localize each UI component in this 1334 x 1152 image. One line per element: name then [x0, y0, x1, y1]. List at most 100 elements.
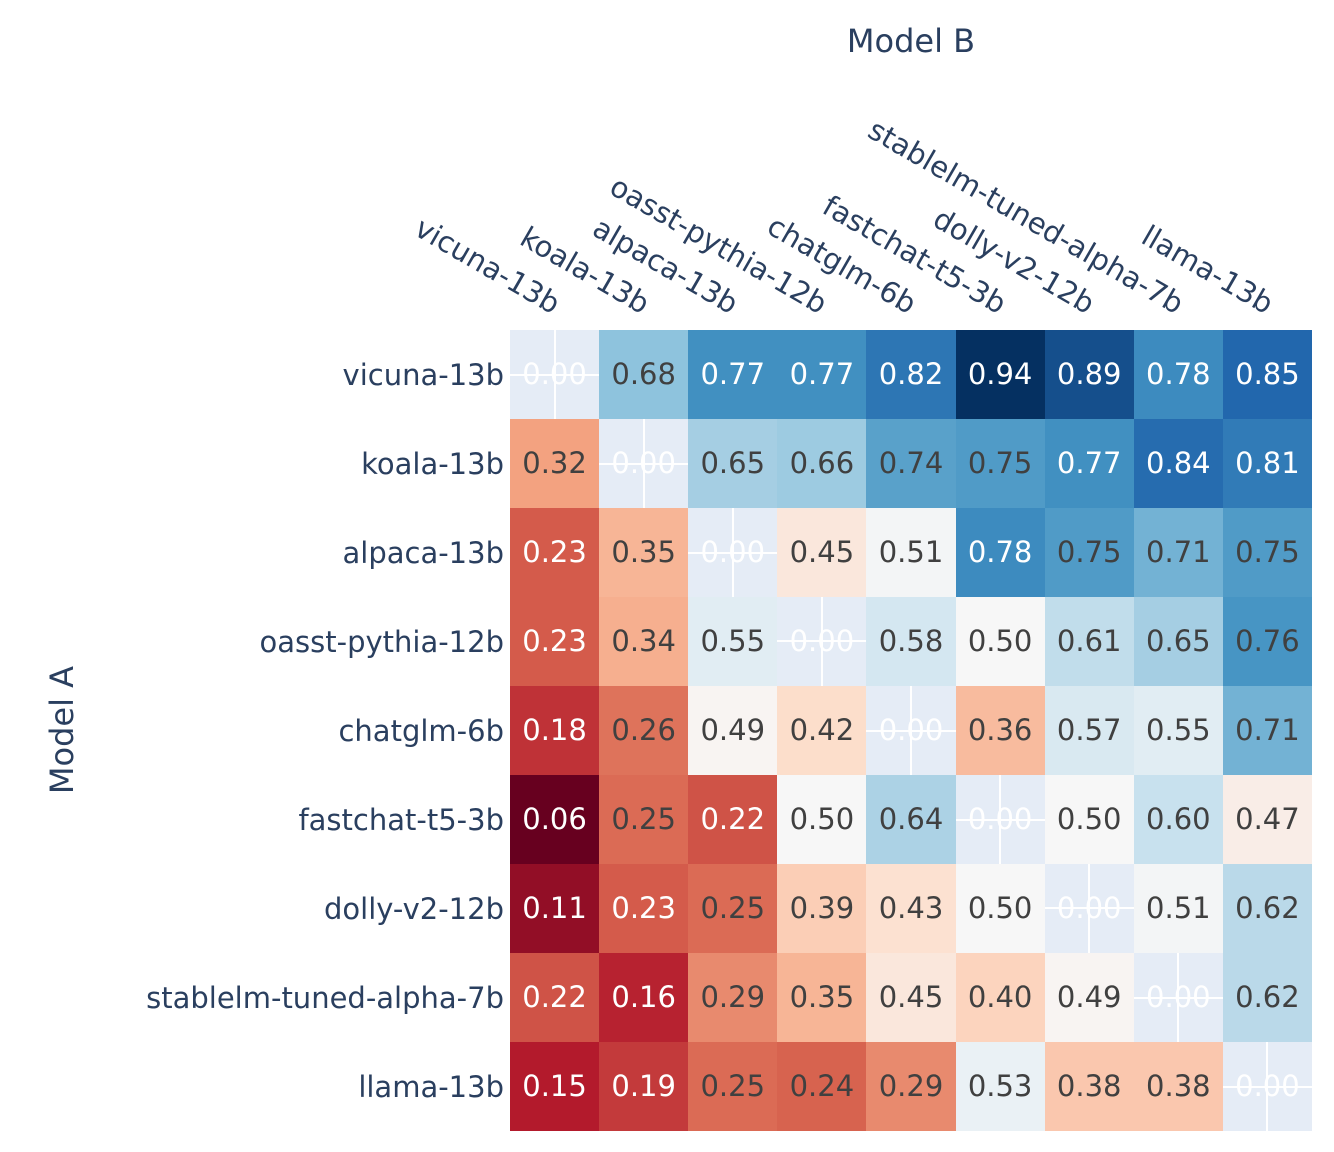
heatmap-cell: 0.42: [777, 686, 867, 775]
cell-value: 0.23: [611, 890, 676, 925]
heatmap-cell: 0.40: [955, 953, 1045, 1042]
heatmap-cell: 0.50: [1044, 775, 1134, 864]
heatmap-cell: 0.64: [866, 775, 956, 864]
heatmap-cell: 0.25: [688, 1042, 778, 1131]
heatmap-cell: 0.23: [510, 596, 600, 686]
cell-value: 0.55: [700, 623, 766, 658]
diagonal-gridline-horizontal: [955, 818, 1045, 821]
heatmap-cell: 0.00: [1133, 953, 1223, 1042]
cell-value: 0.00: [1146, 980, 1211, 1014]
cell-value: 0.60: [1146, 802, 1211, 836]
cell-value: 0.85: [1235, 357, 1300, 391]
cell-value: 0.68: [611, 357, 676, 391]
cell-value: 0.62: [1235, 890, 1300, 925]
heatmap-cell: 0.51: [866, 508, 956, 597]
cell-value: 0.00: [700, 535, 766, 569]
cell-value: 0.77: [700, 357, 766, 391]
cell-value: 0.00: [1235, 1069, 1300, 1103]
cell-value: 0.64: [878, 802, 944, 836]
heatmap-cell: 0.84: [1133, 419, 1223, 508]
heatmap-cell: 0.57: [1044, 686, 1134, 775]
heatmap-cell: 0.00: [510, 330, 600, 419]
cell-value: 0.35: [789, 980, 855, 1014]
y-tick-label: dolly-v2-12b: [324, 891, 504, 926]
cell-value: 0.94: [967, 357, 1033, 391]
cell-value: 0.50: [967, 623, 1033, 658]
cell-value: 0.00: [967, 802, 1033, 836]
cell-value: 0.43: [878, 890, 944, 925]
cell-value: 0.71: [1235, 713, 1300, 747]
heatmap-cell: 0.77: [1044, 419, 1134, 508]
heatmap-cell: 0.22: [510, 953, 600, 1042]
cell-value: 0.19: [611, 1069, 676, 1103]
heatmap-cell: 0.89: [1044, 330, 1134, 419]
diagonal-gridline-horizontal: [777, 640, 867, 643]
heatmap-cell: 0.22: [688, 775, 778, 864]
y-tick-label: vicuna-13b: [342, 357, 504, 392]
cell-value: 0.36: [967, 713, 1033, 747]
y-tick-label: chatglm-6b: [338, 713, 504, 748]
cell-value: 0.50: [789, 802, 855, 836]
heatmap-cell: 0.45: [866, 953, 956, 1042]
cell-value: 0.77: [789, 357, 855, 391]
y-tick-label: fastchat-t5-3b: [298, 802, 504, 837]
cell-value: 0.29: [878, 1069, 944, 1103]
cell-value: 0.25: [611, 802, 676, 836]
y-tick-label: stablelm-tuned-alpha-7b: [146, 980, 504, 1015]
heatmap-cell: 0.00: [866, 686, 956, 775]
cell-value: 0.47: [1235, 802, 1300, 836]
heatmap-cell: 0.53: [955, 1042, 1045, 1131]
heatmap-cell: 0.75: [955, 419, 1045, 508]
cell-value: 0.49: [700, 713, 766, 747]
heatmap-cell: 0.39: [777, 863, 867, 953]
cell-value: 0.00: [789, 623, 855, 658]
heatmap-cell: 0.35: [599, 508, 689, 597]
cell-value: 0.45: [789, 535, 855, 569]
cell-value: 0.57: [1056, 713, 1122, 747]
heatmap-cell: 0.75: [1222, 508, 1312, 597]
cell-value: 0.50: [1056, 802, 1122, 836]
cell-value: 0.38: [1146, 1069, 1211, 1103]
diagonal-gridline-horizontal: [1133, 996, 1223, 999]
cell-value: 0.53: [967, 1069, 1033, 1103]
heatmap-cell: 0.00: [599, 419, 689, 508]
heatmap-cell: 0.15: [510, 1042, 600, 1131]
cell-value: 0.75: [1235, 535, 1300, 569]
cell-value: 0.39: [789, 890, 855, 925]
heatmap-cell: 0.00: [1044, 863, 1134, 953]
heatmap-cell: 0.58: [866, 596, 956, 686]
cell-value: 0.71: [1146, 535, 1211, 569]
cell-value: 0.76: [1235, 623, 1300, 658]
heatmap-cell: 0.36: [955, 686, 1045, 775]
heatmap-cell: 0.66: [777, 419, 867, 508]
cell-value: 0.22: [522, 980, 587, 1014]
cell-value: 0.77: [1056, 446, 1122, 480]
heatmap-cell: 0.29: [688, 953, 778, 1042]
cell-value: 0.40: [967, 980, 1033, 1014]
cell-value: 0.50: [967, 890, 1033, 925]
heatmap-cell: 0.71: [1133, 508, 1223, 597]
heatmap-cell: 0.82: [866, 330, 956, 419]
heatmap-cell: 0.19: [599, 1042, 689, 1131]
cell-value: 0.23: [522, 623, 587, 658]
heatmap-cell: 0.18: [510, 686, 600, 775]
heatmap-cell: 0.77: [777, 330, 867, 419]
heatmap-plot-area: 0.00 0.68 0.77 0.77 0.82 0.94 0.89 0.78 0.85 0.32…: [510, 330, 1312, 1131]
heatmap-cell: 0.62: [1222, 953, 1312, 1042]
heatmap-cell: 0.38: [1133, 1042, 1223, 1131]
cell-value: 0.00: [522, 357, 587, 391]
heatmap-cell: 0.77: [688, 330, 778, 419]
cell-value: 0.51: [878, 535, 944, 569]
cell-value: 0.74: [878, 446, 944, 480]
cell-value: 0.65: [1146, 623, 1211, 658]
cell-value: 0.89: [1056, 357, 1122, 391]
cell-value: 0.29: [700, 980, 766, 1014]
y-tick-label: llama-13b: [358, 1069, 504, 1104]
heatmap-cell: 0.06: [510, 775, 600, 864]
cell-value: 0.25: [700, 1069, 766, 1103]
cell-value: 0.11: [522, 890, 587, 925]
cell-value: 0.66: [789, 446, 855, 480]
heatmap-cell: 0.94: [955, 330, 1045, 419]
cell-value: 0.75: [967, 446, 1033, 480]
cell-value: 0.65: [700, 446, 766, 480]
